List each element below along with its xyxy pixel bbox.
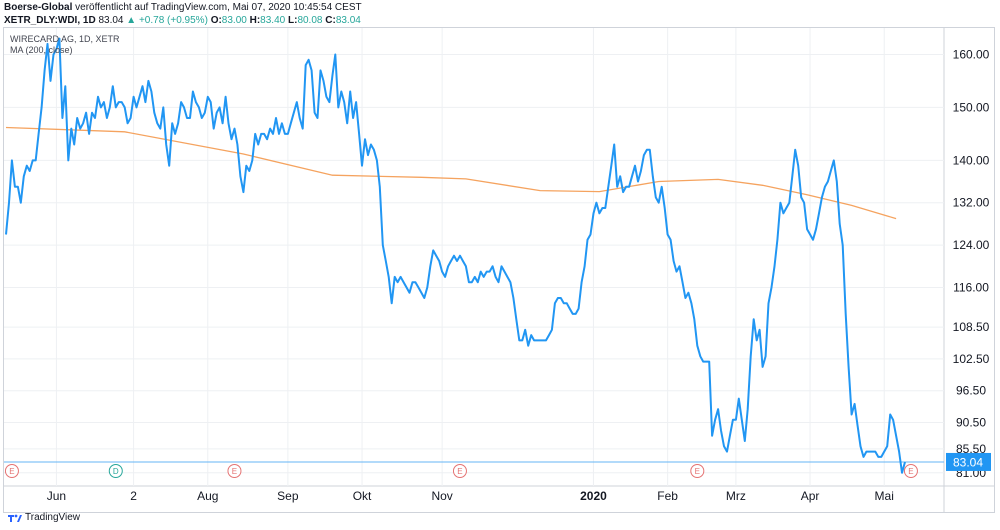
- x-tick-label: Apr: [801, 489, 820, 503]
- y-tick-label: 85.50: [956, 442, 986, 456]
- footer-brand-label: TradingView: [25, 512, 81, 523]
- earnings-marker-label: E: [232, 467, 237, 476]
- y-tick-label: 132.00: [953, 196, 990, 210]
- y-tick-label: 96.50: [956, 384, 986, 398]
- x-tick-label: Aug: [197, 489, 218, 503]
- y-tick-label: 140.00: [953, 153, 990, 167]
- published-info: veröffentlicht auf TradingView.com, Mai …: [75, 2, 362, 13]
- x-tick-label: 2: [130, 489, 137, 503]
- dividend-marker[interactable]: [108, 464, 123, 478]
- change-arrow-icon: ▲: [126, 15, 137, 26]
- close-value: 83.04: [335, 15, 361, 26]
- earnings-marker-label: E: [908, 467, 913, 476]
- publisher-name: Boerse-Global: [4, 2, 73, 13]
- last-price-badge: [946, 452, 991, 471]
- y-tick-label: 160.00: [953, 47, 990, 61]
- last-price-label: 83.04: [953, 455, 983, 469]
- symbol-header: XETR_DLY:WDI, 1D 83.04 ▲ +0.78 (+0.95%) …: [4, 15, 361, 26]
- x-tick-label: Feb: [657, 489, 678, 503]
- open-label: O:: [210, 15, 222, 26]
- high-value: 83.40: [260, 15, 286, 26]
- earnings-marker[interactable]: [452, 464, 467, 478]
- y-tick-label: 102.50: [953, 352, 990, 366]
- symbol-line: XETR_DLY:WDI, 1D: [4, 15, 96, 26]
- x-tick-label: Mrz: [726, 489, 746, 503]
- x-tick-label: Jun: [47, 489, 66, 503]
- earnings-marker[interactable]: [690, 464, 705, 478]
- low-label: L:: [287, 15, 298, 26]
- earnings-marker[interactable]: [903, 464, 918, 478]
- low-value: 80.08: [297, 15, 323, 26]
- dividend-marker-label: D: [113, 467, 119, 476]
- tradingview-logo-icon: [8, 513, 22, 523]
- indicator-label: MA (200, close): [10, 45, 73, 55]
- earnings-marker-label: E: [695, 467, 700, 476]
- y-tick-label: 116.00: [953, 280, 989, 294]
- publication-header: Boerse-Global veröffentlicht auf Trading…: [4, 2, 362, 13]
- ma-200-line: [5, 126, 897, 220]
- x-tick-label: Nov: [431, 489, 452, 503]
- x-tick-label: Sep: [277, 489, 299, 503]
- x-tick-label: 2020: [580, 489, 607, 503]
- chart-frame: [3, 27, 995, 513]
- close-label: C:: [325, 15, 336, 26]
- chart-title: WIRECARD AG, 1D, XETR: [10, 34, 120, 44]
- change-value: +0.78 (+0.95%): [138, 15, 208, 26]
- x-tick-label: Okt: [353, 489, 372, 503]
- earnings-marker[interactable]: [4, 464, 19, 478]
- price-line: [5, 37, 906, 474]
- y-tick-label: 90.50: [956, 415, 986, 429]
- last-value: 83.04: [98, 15, 124, 26]
- open-value: 83.00: [221, 15, 247, 26]
- high-label: H:: [249, 15, 261, 26]
- footer-brand[interactable]: TradingView: [8, 512, 80, 523]
- x-tick-label: Mai: [875, 489, 894, 503]
- y-tick-label: 124.00: [953, 238, 990, 252]
- earnings-marker[interactable]: [227, 464, 242, 478]
- earnings-marker-label: E: [457, 467, 462, 476]
- y-tick-label: 150.00: [953, 100, 990, 114]
- y-tick-label: 108.50: [953, 320, 990, 334]
- earnings-marker-label: E: [9, 467, 14, 476]
